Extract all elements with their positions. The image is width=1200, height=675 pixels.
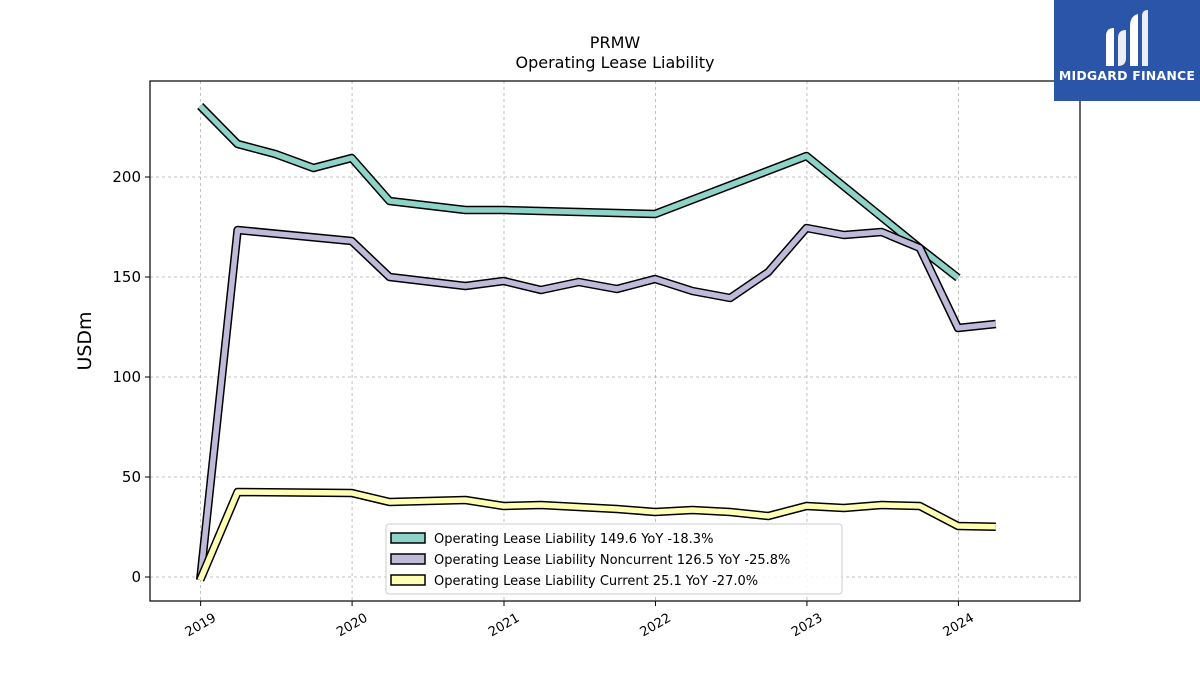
- x-tick-label: 2022: [638, 611, 674, 641]
- plot-area-frame: [149, 80, 1081, 602]
- series-line-outline-1: [197, 103, 961, 282]
- grid: [150, 81, 1080, 601]
- y-tick-label: 200: [112, 168, 141, 186]
- legend: Operating Lease Liability 149.6 YoY -18.…: [385, 523, 843, 595]
- legend-swatch-3: [390, 574, 426, 586]
- legend-entry-1: Operating Lease Liability 149.6 YoY -18.…: [434, 532, 713, 547]
- y-tick-label: 50: [122, 468, 141, 486]
- series-line-3: [197, 489, 996, 582]
- chart-title: PRMW: [590, 33, 641, 52]
- series-line-2: [197, 225, 997, 581]
- y-tick-label: 150: [112, 268, 141, 286]
- legend-entry-2: Operating Lease Liability Noncurrent 126…: [434, 553, 790, 568]
- legend-frame: [385, 523, 843, 595]
- x-tick-label: 2020: [334, 611, 370, 641]
- logo-text: MIDGARD FINANCE: [1058, 68, 1196, 83]
- x-tick-label: 2019: [183, 611, 219, 641]
- x-axis: 2019 2020 2021 2022 2023 2024: [183, 601, 977, 640]
- y-axis-label: USDm: [74, 311, 96, 370]
- y-axis: 0 50 100 150 200: [112, 168, 150, 586]
- legend-swatch-1: [390, 532, 426, 544]
- series-lines: [195, 103, 997, 582]
- series-line-1: [198, 104, 960, 280]
- chart-subtitle: Operating Lease Liability: [515, 53, 714, 72]
- midgard-finance-logo: MIDGARD FINANCE: [1054, 0, 1200, 101]
- logo-mark-icon: [1106, 10, 1148, 66]
- x-tick-label: 2021: [486, 611, 522, 641]
- legend-swatch-2: [390, 553, 426, 565]
- x-tick-label: 2024: [941, 611, 977, 641]
- y-tick-label: 100: [112, 368, 141, 386]
- legend-entry-3: Operating Lease Liability Current 25.1 Y…: [434, 574, 758, 589]
- x-tick-label: 2023: [789, 611, 825, 641]
- y-tick-label: 0: [131, 568, 141, 586]
